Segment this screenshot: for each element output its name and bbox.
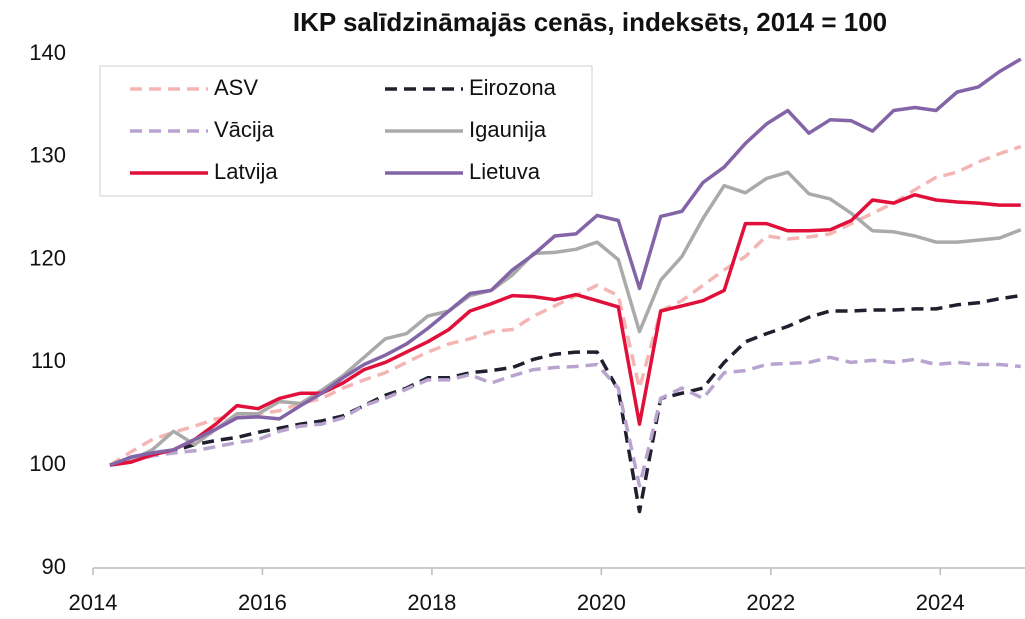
y-tick-label: 130: [29, 143, 66, 168]
legend-label: Vācija: [214, 117, 275, 142]
series-line: [109, 193, 1021, 467]
series-line: [109, 170, 1022, 467]
legend-label: Latvija: [214, 159, 278, 184]
x-tick-label: 2018: [407, 590, 456, 615]
y-tick-label: 120: [29, 245, 66, 270]
chart-title: IKP salīdzināmajās cenās, indeksēts, 201…: [293, 7, 887, 37]
y-tick-label: 110: [31, 348, 66, 373]
x-tick-label: 2022: [746, 590, 795, 615]
series-line: [109, 293, 1022, 514]
series-line: [109, 355, 1021, 488]
x-tick-label: 2020: [577, 590, 626, 615]
legend-label: Igaunija: [469, 117, 547, 142]
y-tick-label: 100: [29, 451, 66, 476]
legend-label: Lietuva: [469, 159, 541, 184]
x-tick-label: 2016: [238, 590, 287, 615]
x-tick-label: 2014: [69, 590, 118, 615]
y-tick-label: 140: [29, 40, 66, 65]
y-tick-label: 90: [42, 554, 66, 579]
series-line: [109, 57, 1022, 467]
x-tick-label: 2024: [916, 590, 965, 615]
legend-label: ASV: [214, 75, 258, 100]
legend-label: Eirozona: [469, 75, 557, 100]
